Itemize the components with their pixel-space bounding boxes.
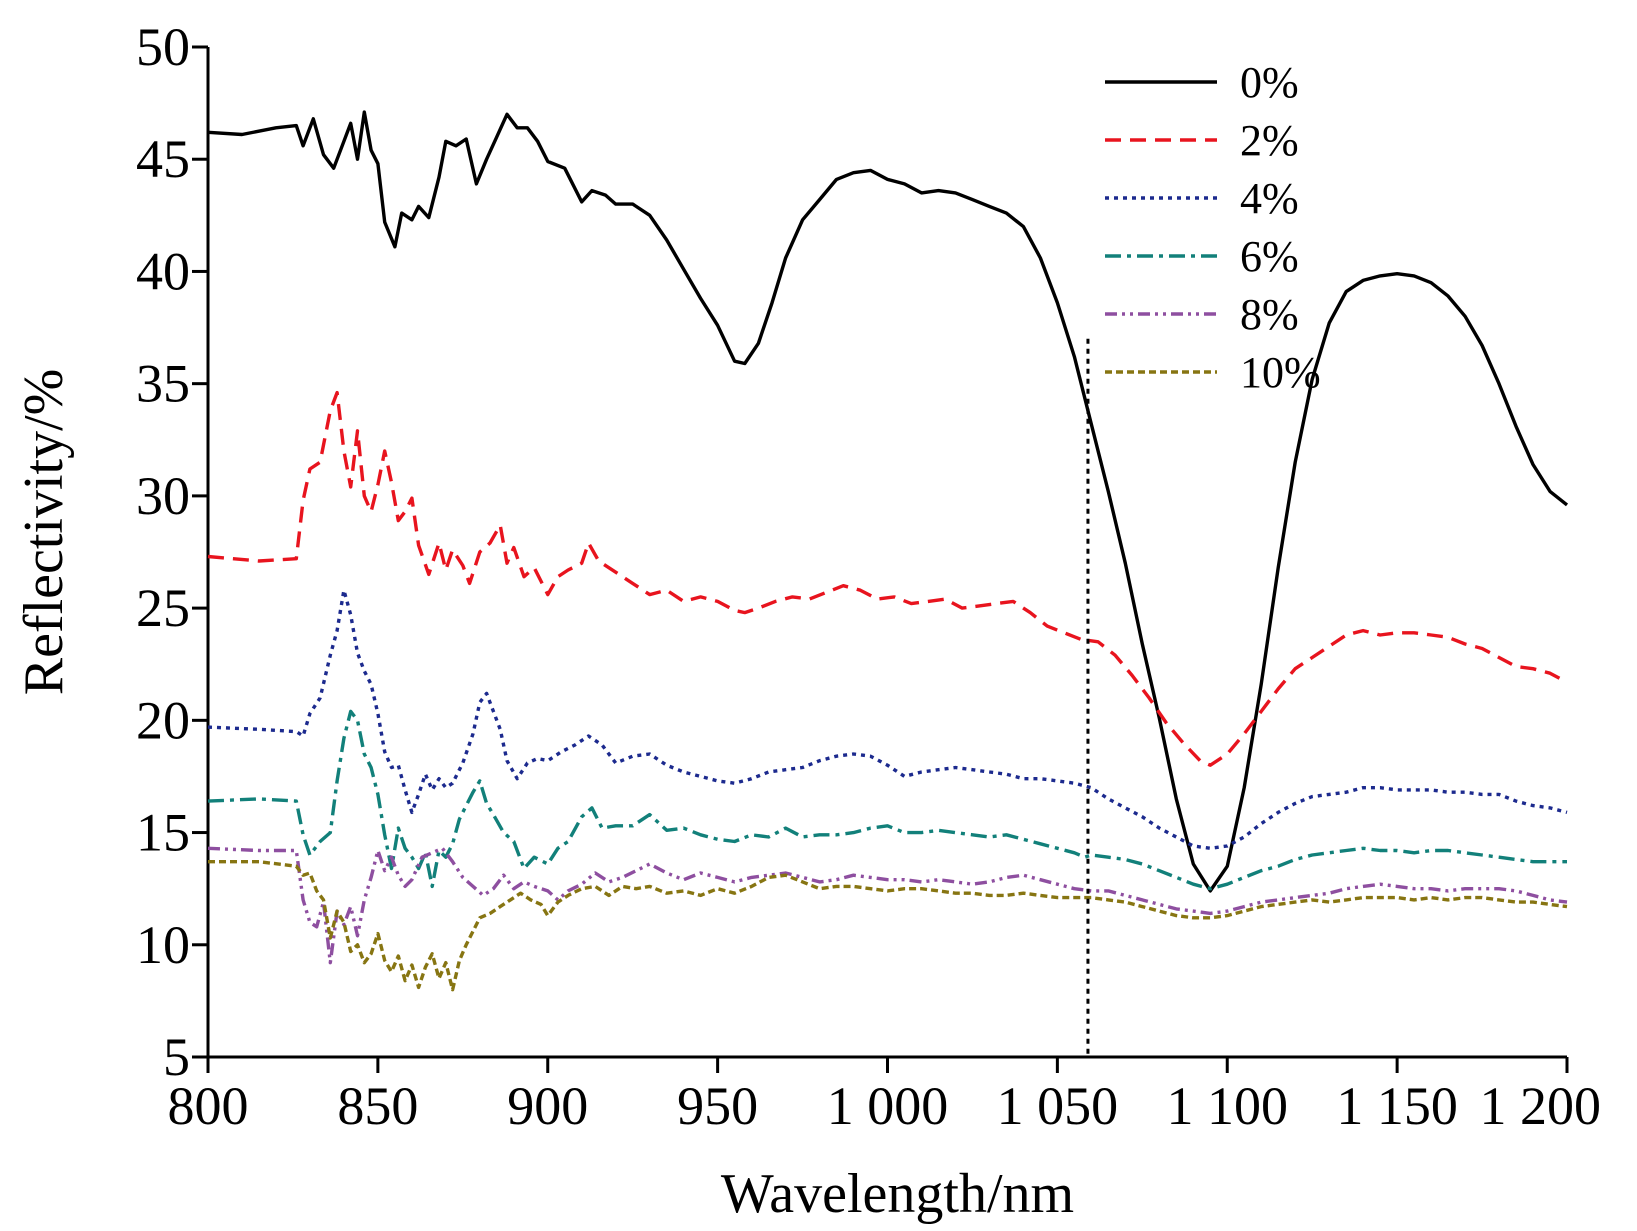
series-line-0pct [207,110,1569,893]
y-tick-label: 5 [163,1027,190,1087]
legend-label: 2% [1240,116,1299,165]
legend: 0% 2% 4% 6% 8% 10% [1105,58,1321,397]
y-tick-label: 30 [136,466,190,526]
series-line-4pct [207,588,1568,850]
x-tick-label: 900 [507,1076,588,1136]
plot-area: 5 10 15 20 25 30 35 40 45 50 800 850 900 950 1 000 1 0… [136,17,1601,1136]
x-tick-label: 850 [337,1076,418,1136]
x-tick-label: 1 200 [1480,1076,1602,1136]
y-axis-ticks: 5 10 15 20 25 30 35 40 45 50 [136,17,208,1087]
x-tick-label: 800 [168,1076,249,1136]
x-axis-title: Wavelength/nm [721,1163,1074,1225]
legend-label: 0% [1240,58,1299,107]
x-tick-label: 1 000 [827,1076,949,1136]
legend-label: 8% [1240,290,1299,339]
legend-label: 6% [1240,232,1299,281]
x-axis-ticks: 800 850 900 950 1 000 1 050 1 100 1 150 1 200 [168,1057,1602,1136]
y-tick-label: 15 [136,803,190,863]
legend-label: 4% [1240,174,1299,223]
x-tick-label: 1 150 [1336,1076,1458,1136]
series-group [207,110,1569,992]
y-tick-label: 20 [136,690,190,750]
x-tick-label: 1 050 [997,1076,1119,1136]
y-axis-title: Reflectivity/% [13,369,75,696]
x-tick-label: 1 100 [1167,1076,1289,1136]
y-tick-label: 35 [136,354,190,414]
y-tick-label: 10 [136,915,190,975]
y-tick-label: 25 [136,578,190,638]
x-tick-label: 950 [677,1076,758,1136]
y-tick-label: 50 [136,17,190,77]
series-line-10pct [208,860,1568,992]
y-tick-label: 40 [136,241,190,301]
series-line-8pct [207,846,1568,965]
series-line-6pct [207,709,1567,891]
legend-label: 10% [1240,348,1321,397]
y-tick-label: 45 [136,129,190,189]
series-line-2pct [207,390,1568,767]
